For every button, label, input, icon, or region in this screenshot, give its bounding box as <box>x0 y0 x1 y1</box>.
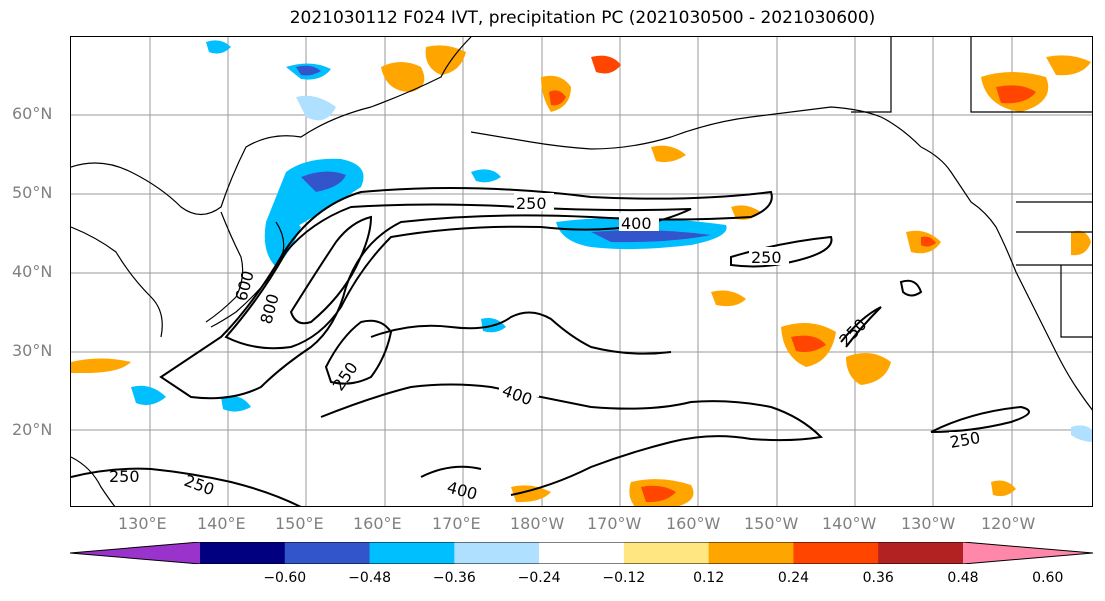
lon-label-160w: 160°W <box>666 514 721 533</box>
graticule <box>71 37 1092 506</box>
colorbar-tick-label: −0.24 <box>517 570 561 586</box>
lat-label-50n: 50°N <box>12 183 53 202</box>
contour-label: 250 <box>835 315 870 350</box>
contour-label: 400 <box>445 478 479 504</box>
precip-shading <box>71 40 1092 506</box>
contour-label: 400 <box>621 214 652 233</box>
lon-label-130w: 130°W <box>901 514 956 533</box>
contour-label: 250 <box>182 471 217 499</box>
colorbar-extend-high <box>963 542 1093 564</box>
lon-label-150w: 150°W <box>744 514 799 533</box>
contour-label: 250 <box>516 194 547 213</box>
colorbar-tick-label: 0.60 <box>1032 570 1064 586</box>
contour-label: 250 <box>329 358 362 394</box>
colorbar-tick-label: 0.12 <box>693 570 725 586</box>
colorbar-tick-label: 0.48 <box>947 570 979 586</box>
lon-label-140w: 140°W <box>822 514 877 533</box>
lon-label-120w: 120°W <box>981 514 1036 533</box>
ivt-contours <box>71 187 1030 506</box>
contour-label: 250 <box>109 467 140 486</box>
colorbar-tick-label: −0.60 <box>263 570 307 586</box>
colorbar-segment <box>284 542 371 564</box>
contour-labels: 250 400 250 250 400 250 250 250 400 250 … <box>109 193 989 504</box>
lat-label-40n: 40°N <box>12 262 53 281</box>
colorbar-segment <box>793 542 879 564</box>
colorbar <box>70 542 1093 564</box>
contour-label: 800 <box>257 292 283 326</box>
lon-label-160e: 160°E <box>353 514 402 533</box>
lon-label-170w: 170°W <box>587 514 642 533</box>
colorbar-segment <box>539 542 625 564</box>
lat-label-20n: 20°N <box>12 420 53 439</box>
colorbar-tick-label: −0.12 <box>602 570 646 586</box>
map-canvas: 250 400 250 250 400 250 250 250 400 250 … <box>71 37 1092 506</box>
contour-label: 250 <box>751 248 782 267</box>
colorbar-tick-label: −0.48 <box>348 570 391 586</box>
colorbar-segment <box>200 542 286 564</box>
colorbar-segment <box>878 542 964 564</box>
colorbar-segment <box>369 542 455 564</box>
coastlines <box>71 37 1092 506</box>
colorbar-segment <box>454 542 540 564</box>
colorbar-tick-label: 0.36 <box>862 570 894 586</box>
lon-label-170e: 170°E <box>432 514 481 533</box>
map-title: 2021030112 F024 IVT, precipitation PC (2… <box>289 8 876 28</box>
colorbar-tick-label: 0.24 <box>777 570 810 586</box>
colorbar-segment <box>708 542 794 564</box>
lon-label-180w: 180°W <box>510 514 565 533</box>
lat-label-30n: 30°N <box>12 341 53 360</box>
colorbar-extend-low <box>70 542 200 564</box>
colorbar-segment <box>623 542 710 564</box>
map-panel: 250 400 250 250 400 250 250 250 400 250 … <box>70 36 1093 507</box>
lon-label-150e: 150°E <box>275 514 324 533</box>
lon-label-140e: 140°E <box>197 514 246 533</box>
lat-label-60n: 60°N <box>12 104 53 123</box>
lon-label-130e: 130°E <box>118 514 167 533</box>
colorbar-tick-label: −0.36 <box>432 570 476 586</box>
